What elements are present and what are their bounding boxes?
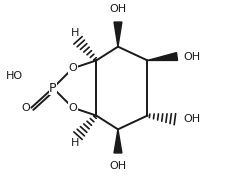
Text: OH: OH xyxy=(182,115,199,124)
Text: O: O xyxy=(21,103,30,113)
Text: O: O xyxy=(68,63,77,73)
Text: O: O xyxy=(68,103,77,113)
Polygon shape xyxy=(147,53,177,60)
Polygon shape xyxy=(114,129,121,153)
Text: OH: OH xyxy=(109,161,126,171)
Text: HO: HO xyxy=(6,71,23,81)
Polygon shape xyxy=(114,22,121,47)
Text: OH: OH xyxy=(109,4,126,14)
Text: OH: OH xyxy=(182,52,199,61)
Text: H: H xyxy=(70,28,79,38)
Text: H: H xyxy=(70,138,79,148)
Text: P: P xyxy=(49,81,57,95)
